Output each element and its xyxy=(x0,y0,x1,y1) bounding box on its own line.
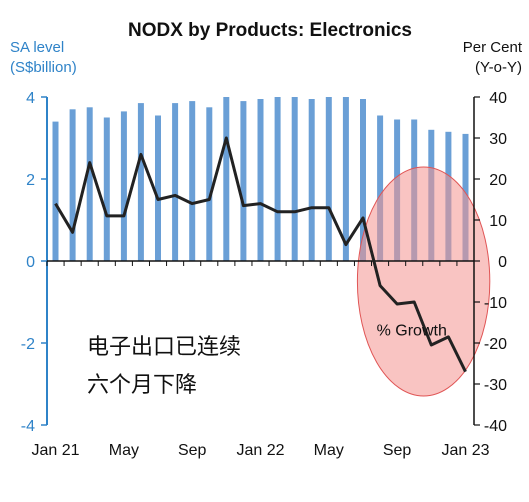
bar xyxy=(291,97,298,261)
series-label-growth: % Growth xyxy=(377,323,447,340)
bar xyxy=(342,97,349,261)
right-tick-label: 20 xyxy=(489,172,507,189)
x-tick-label: Jan 23 xyxy=(441,442,489,459)
bar xyxy=(308,99,315,261)
left-tick-label: 4 xyxy=(26,90,35,107)
right-tick-label: -20 xyxy=(484,336,507,353)
bar xyxy=(172,103,179,261)
x-tick-label: Sep xyxy=(178,442,207,459)
left-axis-label-line2: (S$billion) xyxy=(10,59,77,76)
annotation-line1: 电子出口已连续 xyxy=(87,335,241,360)
x-tick-label: Jan 21 xyxy=(31,442,79,459)
right-tick-label: 30 xyxy=(489,131,507,148)
annotation-line2: 六个月下降 xyxy=(87,373,197,398)
bar xyxy=(155,115,161,262)
bar xyxy=(257,99,264,261)
x-tick-label: Jan 22 xyxy=(236,442,284,459)
bar xyxy=(360,99,366,261)
right-tick-label: 10 xyxy=(489,213,507,230)
left-tick-label: 2 xyxy=(26,172,35,189)
right-tick-label: -10 xyxy=(484,295,507,312)
x-tick-label: Sep xyxy=(383,442,412,459)
bar xyxy=(69,109,76,261)
bar xyxy=(274,97,281,261)
right-tick-label: 40 xyxy=(489,90,507,107)
bar xyxy=(377,115,384,262)
left-tick-label: -4 xyxy=(21,418,35,435)
bar xyxy=(137,103,144,261)
right-axis-label-line2: (Y-o-Y) xyxy=(475,59,522,76)
highlight-ellipse xyxy=(356,166,491,397)
left-tick-label: 0 xyxy=(26,254,35,271)
bar xyxy=(206,107,213,262)
bar xyxy=(52,121,59,261)
chart-title: NODX by Products: Electronics xyxy=(128,20,412,41)
bar xyxy=(189,101,196,261)
right-tick-label: -30 xyxy=(484,377,507,394)
bar xyxy=(325,97,332,261)
right-axis-label-line1: Per Cent xyxy=(463,39,523,56)
x-tick-label: May xyxy=(109,442,139,459)
left-axis-label-line1: SA level xyxy=(10,39,64,56)
bar xyxy=(120,111,127,262)
bar xyxy=(86,107,93,262)
x-tick-label: May xyxy=(314,442,344,459)
left-tick-label: -2 xyxy=(21,336,35,353)
right-tick-label: -40 xyxy=(484,418,507,435)
bar xyxy=(103,117,110,261)
bar xyxy=(240,101,247,261)
bar xyxy=(223,97,230,261)
right-tick-label: 0 xyxy=(498,254,507,271)
